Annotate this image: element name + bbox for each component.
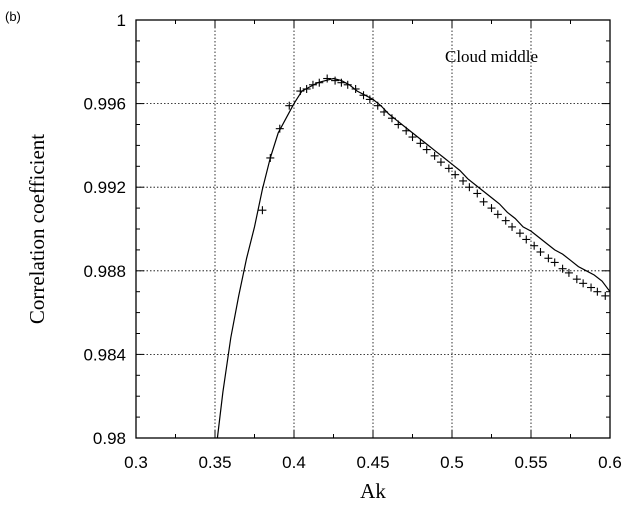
data-point-marker xyxy=(394,120,403,129)
data-point-marker xyxy=(444,164,453,173)
data-point-marker xyxy=(430,151,439,160)
y-tick-label: 0.984 xyxy=(83,345,126,364)
x-axis-title: Ak xyxy=(360,479,386,503)
data-point-marker xyxy=(587,283,596,292)
data-point-marker xyxy=(373,101,382,110)
y-axis-title: Correlation coefficient xyxy=(25,134,49,324)
data-point-marker xyxy=(530,241,539,250)
x-tick-label: 0.55 xyxy=(514,453,547,472)
data-point-marker xyxy=(501,216,510,225)
series-curve xyxy=(216,77,611,439)
x-tick-label: 0.45 xyxy=(356,453,389,472)
axis-ticks xyxy=(135,19,611,439)
data-point-marker xyxy=(343,80,352,89)
data-point-marker xyxy=(331,76,340,85)
data-point-marker xyxy=(436,158,445,167)
data-point-marker xyxy=(337,78,346,87)
panel-label: (b) xyxy=(5,9,21,24)
data-point-marker xyxy=(550,258,559,267)
data-point-marker xyxy=(402,126,411,135)
data-point-marker xyxy=(315,78,324,87)
x-tick-label: 0.4 xyxy=(282,453,306,472)
data-point-marker xyxy=(473,189,482,198)
data-point-marker xyxy=(387,114,396,123)
series-markers xyxy=(258,74,610,300)
y-tick-label: 0.992 xyxy=(83,178,126,197)
data-point-marker xyxy=(351,84,360,93)
data-point-marker xyxy=(459,176,468,185)
data-point-marker xyxy=(487,204,496,213)
data-point-marker xyxy=(572,275,581,284)
y-tick-label: 0.98 xyxy=(93,429,126,448)
data-point-marker xyxy=(479,197,488,206)
data-point-marker xyxy=(515,229,524,238)
x-tick-label: 0.5 xyxy=(440,453,464,472)
data-point-marker xyxy=(408,133,417,142)
data-point-marker xyxy=(285,101,294,110)
plot-frame xyxy=(135,19,611,439)
x-tick-label: 0.35 xyxy=(198,453,231,472)
data-point-marker xyxy=(308,80,317,89)
data-point-marker xyxy=(508,222,517,231)
data-point-marker xyxy=(380,107,389,116)
gridlines xyxy=(136,20,610,438)
data-point-marker xyxy=(465,183,474,192)
data-point-marker xyxy=(593,287,602,296)
y-tick-label: 0.996 xyxy=(83,95,126,114)
x-tick-label: 0.6 xyxy=(598,453,622,472)
data-point-marker xyxy=(275,124,284,133)
data-point-marker xyxy=(323,74,332,83)
annotation-cloud-middle: Cloud middle xyxy=(445,47,538,66)
data-point-marker xyxy=(564,268,573,277)
data-point-marker xyxy=(302,84,311,93)
series-line xyxy=(216,77,611,439)
data-point-marker xyxy=(359,91,368,100)
data-point-marker xyxy=(451,170,460,179)
data-point-marker xyxy=(544,254,553,263)
data-point-marker xyxy=(416,139,425,148)
data-point-marker xyxy=(258,206,267,215)
data-point-marker xyxy=(579,279,588,288)
data-point-marker xyxy=(522,235,531,244)
y-tick-label: 1 xyxy=(117,11,126,30)
x-tick-label: 0.3 xyxy=(124,453,148,472)
data-point-marker xyxy=(601,291,610,300)
data-point-marker xyxy=(422,145,431,154)
data-point-marker xyxy=(365,95,374,104)
data-point-marker xyxy=(296,87,305,96)
data-point-marker xyxy=(558,264,567,273)
data-point-marker xyxy=(493,210,502,219)
data-point-marker xyxy=(266,153,275,162)
data-point-marker xyxy=(536,247,545,256)
y-tick-label: 0.988 xyxy=(83,262,126,281)
